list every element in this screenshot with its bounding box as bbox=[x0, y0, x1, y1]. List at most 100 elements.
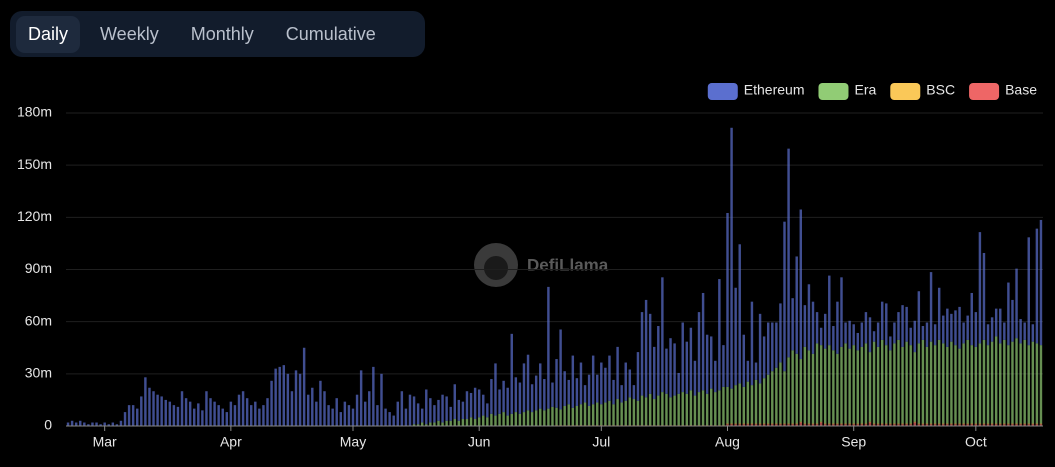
bar-segment bbox=[815, 424, 819, 426]
bar-segment bbox=[942, 315, 945, 344]
bar-segment bbox=[909, 423, 912, 425]
bar-segment bbox=[490, 379, 493, 414]
bar-segment bbox=[514, 412, 518, 426]
bar-segment bbox=[697, 312, 701, 393]
bar-segment bbox=[966, 339, 969, 424]
bar-segment bbox=[982, 423, 986, 425]
bar-segment bbox=[665, 393, 668, 426]
tab[interactable]: Weekly bbox=[100, 23, 159, 44]
bar-segment bbox=[701, 292, 705, 391]
bar-segment bbox=[791, 350, 794, 424]
bar-segment bbox=[685, 393, 689, 426]
bar-segment bbox=[575, 406, 579, 426]
tab[interactable]: Cumulative bbox=[285, 23, 376, 44]
bar-segment bbox=[245, 398, 249, 426]
bar-segment bbox=[469, 392, 473, 418]
bar-segment bbox=[282, 365, 286, 426]
bar-segment bbox=[1031, 324, 1035, 342]
bar-segment bbox=[669, 397, 672, 426]
bar-segment bbox=[1039, 219, 1043, 346]
bar-segment bbox=[600, 362, 603, 405]
bar-segment bbox=[730, 424, 733, 426]
bar-segment bbox=[978, 343, 982, 424]
bar-segment bbox=[567, 404, 570, 426]
bar-segment bbox=[766, 374, 770, 424]
bar-segment bbox=[795, 423, 798, 425]
bar-segment bbox=[990, 317, 994, 342]
bar-segment bbox=[579, 404, 583, 426]
bar-segment bbox=[734, 424, 737, 426]
bar-segment bbox=[771, 322, 774, 372]
bar-segment bbox=[889, 424, 892, 426]
bar-segment bbox=[762, 424, 766, 426]
bar-segment bbox=[799, 421, 803, 423]
bar-segment bbox=[962, 343, 965, 424]
bar-segment bbox=[290, 391, 294, 426]
bar-segment bbox=[754, 379, 758, 424]
bar-segment bbox=[136, 408, 139, 426]
bar-segment bbox=[1035, 343, 1039, 424]
tab[interactable]: Daily bbox=[16, 15, 81, 53]
bar-segment bbox=[140, 396, 143, 426]
bar-segment bbox=[164, 399, 167, 426]
bar-segment bbox=[1031, 341, 1035, 424]
bar-segment bbox=[571, 407, 575, 426]
bar-segment bbox=[836, 353, 839, 424]
bar-segment bbox=[783, 424, 786, 426]
tab[interactable]: Monthly bbox=[190, 23, 254, 44]
bar-segment bbox=[929, 272, 933, 342]
bar-segment bbox=[530, 384, 534, 413]
bar-segment bbox=[518, 413, 522, 426]
bar-segment bbox=[868, 317, 872, 353]
bar-segment bbox=[925, 424, 929, 426]
bar-segment bbox=[994, 336, 998, 424]
bar-segment bbox=[974, 312, 978, 347]
bar-segment bbox=[1007, 282, 1010, 346]
bar-segment bbox=[885, 345, 888, 424]
bar-segment bbox=[893, 424, 896, 426]
bar-segment bbox=[848, 423, 851, 425]
legend: Base BSC Era Ethereum bbox=[707, 82, 1037, 100]
bar-segment bbox=[1007, 423, 1010, 425]
bar-segment bbox=[937, 339, 941, 424]
bar-segment bbox=[762, 423, 766, 425]
bar-segment bbox=[482, 415, 485, 426]
bar-segment bbox=[437, 420, 440, 426]
bar-segment bbox=[457, 399, 461, 421]
bar-segment bbox=[583, 402, 587, 426]
bar-segment bbox=[750, 423, 754, 425]
bar-segment bbox=[889, 423, 892, 425]
bar-segment bbox=[714, 392, 717, 426]
bar-segment bbox=[693, 395, 697, 426]
bar-segment bbox=[750, 301, 754, 386]
bar-segment bbox=[787, 423, 790, 425]
bar-segment bbox=[937, 423, 941, 425]
bar-segment bbox=[811, 301, 815, 354]
bar-segment bbox=[197, 403, 200, 426]
bar-segment bbox=[828, 424, 831, 426]
bar-segment bbox=[913, 422, 916, 426]
bar-segment bbox=[1035, 228, 1039, 344]
bar-segment bbox=[974, 423, 978, 425]
bar-segment bbox=[123, 412, 127, 426]
bar-segment bbox=[710, 336, 713, 389]
bar-segment bbox=[673, 395, 676, 426]
bar-segment bbox=[1003, 424, 1006, 426]
watermark-text: DefiLlama bbox=[527, 255, 609, 274]
bar-segment bbox=[742, 334, 746, 387]
bar-segment bbox=[477, 389, 481, 418]
y-tick-label: 120m bbox=[17, 208, 52, 224]
bar-segment bbox=[311, 387, 314, 426]
bar-segment bbox=[335, 398, 338, 426]
bar-segment bbox=[758, 424, 762, 426]
bar-segment bbox=[889, 350, 892, 424]
bar-segment bbox=[319, 380, 322, 426]
bar-segment bbox=[897, 424, 900, 426]
bar-segment bbox=[1027, 237, 1030, 346]
bar-segment bbox=[795, 353, 798, 424]
bar-segment bbox=[974, 346, 978, 424]
bar-segment bbox=[791, 424, 794, 426]
bar-segment bbox=[909, 424, 912, 426]
bar-segment bbox=[701, 390, 705, 426]
